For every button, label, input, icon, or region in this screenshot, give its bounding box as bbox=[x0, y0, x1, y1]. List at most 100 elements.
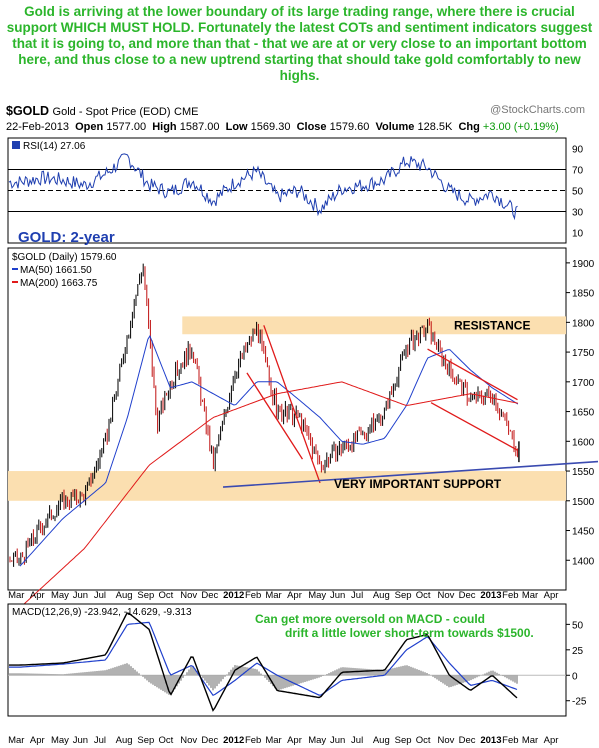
rsi-panel: 10 30 50 70 90 RSI(14) 27.06 bbox=[7, 137, 584, 244]
rsi-line bbox=[8, 153, 518, 221]
rsi-tick-label: 50 bbox=[572, 187, 584, 198]
x-axis-label: Oct bbox=[159, 590, 174, 601]
macd-tick-label: 0 bbox=[572, 671, 578, 682]
x-axis-label-bottom: Jun bbox=[330, 735, 345, 746]
rsi-tick-label: 90 bbox=[572, 145, 584, 156]
price-panel: 1400 1450 1500 1550 1600 1650 1700 1750 1800 1850… bbox=[7, 229, 599, 609]
volume-label: Volume bbox=[375, 121, 415, 133]
x-axis-label-bottom: May bbox=[51, 735, 69, 746]
x-axis-label-bottom: Apr bbox=[544, 735, 559, 746]
x-axis-label-bottom: Jul bbox=[351, 735, 363, 746]
x-axis-label-bottom: Apr bbox=[287, 735, 302, 746]
price-tick-label: 1500 bbox=[572, 497, 595, 508]
rsi-tick-label: 70 bbox=[572, 166, 584, 177]
legend-ma50: MA(50) 1661.50 bbox=[20, 265, 92, 276]
channel-line bbox=[246, 372, 304, 460]
macd-legend: MACD(12,26,9) -23.942, -14.629, -9.313 bbox=[12, 607, 192, 618]
x-axis-label: Jul bbox=[351, 590, 363, 601]
x-axis-label: Mar bbox=[522, 590, 538, 601]
close-value: 1579.60 bbox=[329, 121, 370, 133]
support-trendline bbox=[222, 460, 599, 488]
chg-value: +3.00 (+0.19%) bbox=[482, 121, 559, 133]
rsi-tick-label: 30 bbox=[572, 208, 584, 219]
chart-title: GOLD: 2-year bbox=[18, 229, 115, 246]
legend-gold: $GOLD (Daily) 1579.60 bbox=[12, 252, 117, 263]
macd-annotation-line2: drift a little lower short-term towards … bbox=[285, 626, 534, 640]
resistance-label: RESISTANCE bbox=[454, 318, 530, 332]
open-value: 1577.00 bbox=[106, 121, 147, 133]
x-axis-label: Aug bbox=[373, 590, 390, 601]
x-axis-label: Feb bbox=[245, 590, 261, 601]
x-axis-label-bottom: 2012 bbox=[223, 735, 244, 746]
macd-tick-label: 25 bbox=[572, 646, 584, 657]
macd-tick-label: -25 bbox=[572, 697, 587, 708]
price-tick-label: 1600 bbox=[572, 437, 595, 448]
macd-panel: -25 0 25 50 MACD(12,26,9) -23.942, -14.629, … bbox=[7, 603, 587, 717]
open-label: Open bbox=[75, 121, 104, 133]
quote-date: 22-Feb-2013 bbox=[6, 121, 69, 133]
x-axis-label: May bbox=[308, 590, 326, 601]
x-axis-label-bottom: Mar bbox=[265, 735, 281, 746]
symbol-name: Gold - Spot Price (EOD) bbox=[52, 106, 171, 118]
stockcharts-logo[interactable]: @StockCharts.com bbox=[490, 104, 585, 116]
symbol: $GOLD bbox=[6, 104, 50, 118]
x-axis-label-bottom: Feb bbox=[502, 735, 518, 746]
volume-value: 128.5K bbox=[417, 121, 453, 133]
x-axis-label-bottom: Feb bbox=[245, 735, 261, 746]
exchange: CME bbox=[174, 106, 199, 118]
legend-ma200: MA(200) 1663.75 bbox=[20, 278, 98, 289]
price-tick-label: 1450 bbox=[572, 527, 595, 538]
low-label: Low bbox=[225, 121, 248, 133]
price-tick-label: 1800 bbox=[572, 318, 595, 329]
x-axis-label-bottom: Aug bbox=[373, 735, 390, 746]
x-axis-label: Jun bbox=[73, 590, 88, 601]
x-axis-label: Nov bbox=[438, 590, 455, 601]
x-axis-label-bottom: Nov bbox=[180, 735, 197, 746]
high-label: High bbox=[152, 121, 177, 133]
price-tick-label: 1650 bbox=[572, 408, 595, 419]
x-axis-label: Oct bbox=[416, 590, 431, 601]
price-tick-label: 1900 bbox=[572, 259, 595, 270]
quote-line: 22-Feb-2013 Open 1577.00 High 1587.00 Lo… bbox=[6, 121, 559, 133]
x-axis-label-bottom: Dec bbox=[459, 735, 476, 746]
macd-line bbox=[9, 612, 518, 712]
x-axis-label: Feb bbox=[502, 590, 518, 601]
x-axis-label: Jun bbox=[330, 590, 345, 601]
chg-label: Chg bbox=[458, 121, 480, 133]
x-axis-label-bottom: Sep bbox=[395, 735, 412, 746]
price-tick-label: 1850 bbox=[572, 289, 595, 300]
x-axis-label-bottom: Mar bbox=[8, 735, 24, 746]
x-axis-label: Sep bbox=[137, 590, 154, 601]
headline-text: Gold is arriving at the lower boundary o… bbox=[6, 4, 593, 83]
x-axis-label-bottom: 2013 bbox=[480, 735, 501, 746]
rsi-legend: RSI(14) 27.06 bbox=[23, 141, 86, 152]
price-tick-label: 1400 bbox=[572, 556, 595, 567]
high-value: 1587.00 bbox=[179, 121, 220, 133]
x-axis-label: Apr bbox=[544, 590, 559, 601]
x-axis: Mar Mar Apr Apr May May Jun Jun Jul Jul Aug Aug Sep S… bbox=[8, 590, 558, 746]
x-axis-label: May bbox=[51, 590, 69, 601]
support-label: VERY IMPORTANT SUPPORT bbox=[334, 477, 502, 491]
price-tick-label: 1700 bbox=[572, 378, 595, 389]
x-axis-label: Dec bbox=[459, 590, 476, 601]
x-axis-label-bottom: Jun bbox=[73, 735, 88, 746]
x-axis-label-bottom: Jul bbox=[94, 735, 106, 746]
x-axis-label: Mar bbox=[8, 590, 24, 601]
x-axis-label: Nov bbox=[180, 590, 197, 601]
x-axis-label: Dec bbox=[201, 590, 218, 601]
x-axis-label-bottom: Mar bbox=[522, 735, 538, 746]
ma200-line bbox=[19, 381, 518, 609]
x-axis-label-bottom: Oct bbox=[416, 735, 431, 746]
x-axis-label: Apr bbox=[30, 590, 45, 601]
price-tick-label: 1550 bbox=[572, 467, 595, 478]
rsi-tick-label: 10 bbox=[572, 229, 584, 240]
channel-line bbox=[263, 325, 321, 484]
channel-line bbox=[427, 348, 518, 401]
x-axis-label-bottom: Aug bbox=[116, 735, 133, 746]
rsi-legend-swatch bbox=[12, 141, 20, 149]
x-axis-label-bottom: Sep bbox=[137, 735, 154, 746]
x-axis-label: Jul bbox=[94, 590, 106, 601]
x-axis-label: Sep bbox=[395, 590, 412, 601]
x-axis-label-bottom: May bbox=[308, 735, 326, 746]
